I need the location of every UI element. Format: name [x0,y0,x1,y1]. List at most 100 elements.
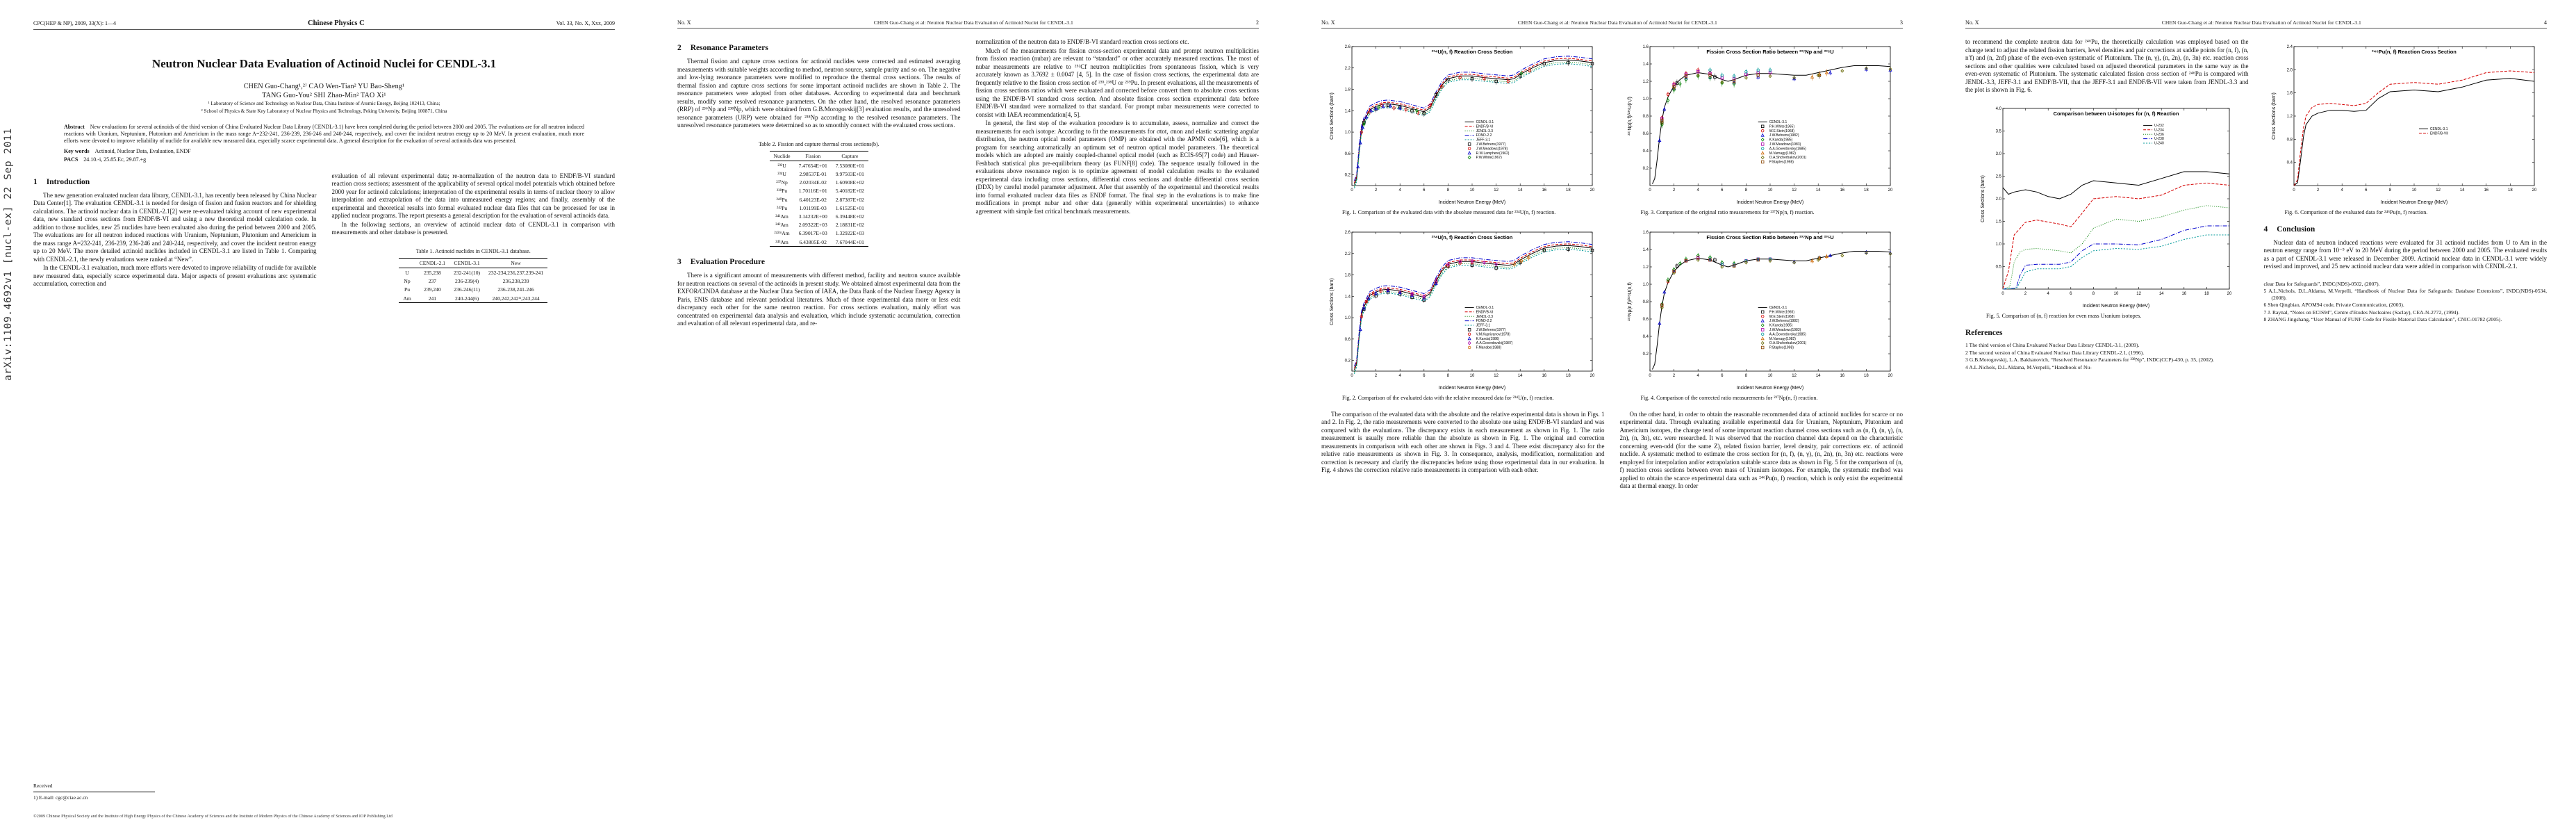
pacs-line: PACS 24.10.-i, 25.85.Ec, 29.87.+g [64,156,584,163]
svg-text:0.6: 0.6 [1344,338,1351,342]
svg-text:CENDL-3.1: CENDL-3.1 [1769,120,1787,124]
table-cell: ²³²U [777,162,786,169]
fig2-chart: 0 2 4 6 8 10 12 14 16 18 20 0.2 0.6 1.0 1.4 1.8 2.2 2.6 In… [1330,231,1595,391]
journal-header: CPC(HEP & NP), 2009, 33(X): 1—4 Chinese … [33,19,615,30]
table-2-caption: Table 2. Fission and capture thermal cro… [758,140,880,147]
svg-text:6: 6 [1721,374,1724,378]
svg-text:2.6: 2.6 [1344,45,1351,49]
table-cell: 1.01199E-03 [799,204,827,211]
page-3: No. X CHEN Guo-Chang et al: Neutron Nucl… [1288,0,1932,834]
svg-text:14: 14 [2159,292,2164,296]
reference-item: clear Data for Safeguards”, INDC(NDS)-05… [2263,280,2380,287]
svg-text:²³⁴U(n, f) Reaction Cross Sect: ²³⁴U(n, f) Reaction Cross Section [1431,49,1512,55]
svg-text:4: 4 [1398,374,1401,378]
evaluation-paragraph-2: normalization of the neutron data to END… [975,38,1189,45]
svg-text:²³⁷Np(n,f)/²³⁵U(n,f): ²³⁷Np(n,f)/²³⁵U(n,f) [1628,97,1633,136]
svg-text:P.H.White(1965): P.H.White(1965) [1769,124,1795,129]
svg-text:CENDL-3.1: CENDL-3.1 [1769,306,1787,310]
table-cell: Np [404,278,411,285]
svg-text:P.H.White(1965): P.H.White(1965) [1769,310,1795,314]
table-cell: 2.87387E+02 [835,196,864,203]
svg-text:20: 20 [1590,188,1594,193]
section-4-heading: 4 Conclusion [2264,225,2548,234]
svg-text:Cross Sections (barn): Cross Sections (barn) [1330,92,1335,140]
page1-left-column: 1 Introduction The new generation evaluat… [33,172,317,304]
journal-ref: CPC(HEP & NP), 2009, 33(X): 1—4 [33,20,117,26]
table-cell: 2.98537E-01 [799,171,827,178]
table-row: ²³⁷Np 2.02034E-02 1.60908E+02 [770,179,868,187]
svg-text:Fission Cross Section Ratio be: Fission Cross Section Ratio between ²³⁷N… [1707,234,1834,240]
table-cell: 6.39448E+02 [835,213,864,220]
resonance-paragraph: Thermal fission and capture cross sectio… [677,58,961,129]
pacs-label: PACS [64,156,79,163]
table-row: U 235,238 232-241(10) 232-234,236,237,239-2… [399,268,547,277]
svg-text:2.5: 2.5 [1995,174,2001,179]
svg-text:Comparison between U-isotopes: Comparison between U-isotopes for (n, f)… [2053,111,2179,117]
table-cell: ²⁴¹Am [775,213,789,220]
page-2: No. X CHEN Guo-Chang et al: Neutron Nucl… [644,0,1288,834]
running-header-issue: No. X [677,19,691,26]
svg-text:Incident Neutron Energy (MeV): Incident Neutron Energy (MeV) [1439,386,1506,391]
svg-text:U-232: U-232 [2154,124,2164,128]
section-title: Conclusion [2277,224,2315,234]
fig1-caption: Fig. 1. Comparison of the evaluated data… [1342,209,1556,215]
svg-text:JEFF-3.1: JEFF-3.1 [1476,138,1490,142]
table-1: CENDL-2.1 CENDL-3.1 New U 235,238 232-241(10)… [399,258,548,304]
svg-text:20: 20 [2532,188,2537,193]
evaluation-paragraph-3: Much of the measurements for fission cro… [975,47,1260,118]
section-number: 4 [2263,224,2268,234]
svg-text:1.6: 1.6 [1643,231,1649,235]
copyright-line: ©2009 Chinese Physical Society and the I… [33,814,393,819]
fig3-caption: Fig. 3. Comparison of the original ratio… [1640,209,1815,215]
svg-text:J.W.Meadows(1983): J.W.Meadows(1983) [1769,328,1801,332]
svg-text:8: 8 [2092,292,2095,296]
svg-text:W.E.Stein(1968): W.E.Stein(1968) [1769,315,1795,319]
table-1-caption: Table 1. Actinoid nuclides in CENDL-3.1 … [415,247,531,254]
svg-text:18: 18 [2204,292,2209,296]
table-cell: 1.70116E+01 [798,188,827,195]
page2-left-column: 2 Resonance Parameters Thermal fission an… [677,38,961,329]
svg-text:K.Kanda(1985): K.Kanda(1985) [1769,138,1793,142]
svg-text:CENDL-3.1: CENDL-3.1 [1476,120,1494,124]
table-cell: Am [399,293,415,304]
svg-text:0.6: 0.6 [1344,152,1351,156]
svg-text:U-234: U-234 [2154,128,2164,132]
svg-text:20: 20 [1888,374,1893,378]
references-list-left: 1 The third version of China Evaluated N… [1965,342,2249,370]
svg-text:10: 10 [1469,374,1474,378]
section-3-heading: 3 Evaluation Procedure [677,258,961,266]
svg-text:1.0: 1.0 [1344,131,1351,135]
svg-text:16: 16 [2484,188,2489,193]
svg-text:M.Varnagy(1982): M.Varnagy(1982) [1769,337,1797,341]
table-row: ²⁴⁰Pu 6.40123E-02 2.87387E+02 [770,195,868,204]
table-header-cell: New [484,258,548,269]
table-row: Am 241 240-244(6) 240,242,242ᵐ,243,244 [399,293,548,304]
svg-text:O.A.Shcherbakov(2001): O.A.Shcherbakov(2001) [1769,341,1807,345]
keywords-label: Key words [64,147,90,154]
fig4-caption: Fig. 4. Comparison of the corrected rati… [1640,394,1818,401]
svg-text:2: 2 [1673,188,1676,193]
table-header-cell: Capture [831,151,868,162]
svg-text:P.Staples(1998): P.Staples(1998) [1769,161,1794,165]
evaluation-paragraph-4: In general, the first step of the evalua… [975,120,1260,215]
svg-text:ENDF/B-VII: ENDF/B-VII [2430,131,2448,136]
fig5-caption: Fig. 5. Comparison of (n, f) reaction fo… [1986,312,2142,319]
svg-text:J.W.Behrens(1982): J.W.Behrens(1982) [1769,133,1799,138]
table-header-cell: Fission [794,151,832,162]
svg-text:18: 18 [1566,374,1571,378]
page2-columns: 2 Resonance Parameters Thermal fission an… [677,38,1259,329]
svg-text:8: 8 [1446,188,1449,193]
svg-text:O.A.Shcherbakov(2001): O.A.Shcherbakov(2001) [1769,156,1807,160]
svg-text:1.5: 1.5 [1995,220,2001,224]
svg-text:0: 0 [1351,374,1353,378]
section-number: 1 [33,177,38,186]
table-cell: 232-234,236,237,239-241 [488,270,544,276]
table-cell: ²³⁸Pu [776,188,788,195]
table-cell: 236-238,241-246 [497,286,534,293]
keywords-line: Key words Actinoid, Nuclear Data, Evalua… [64,148,584,154]
svg-text:18: 18 [1864,188,1869,193]
svg-text:1.6: 1.6 [2287,92,2293,96]
table-cell: 232-241(10) [454,270,481,276]
svg-text:V.M.Kupriyanov(1978): V.M.Kupriyanov(1978) [1476,332,1510,336]
page3-left-column: 0 2 4 6 8 10 12 14 16 18 20 0.2 0.6 1.0 1.4 1.8 2.2 2.6 In… [1321,38,1605,491]
